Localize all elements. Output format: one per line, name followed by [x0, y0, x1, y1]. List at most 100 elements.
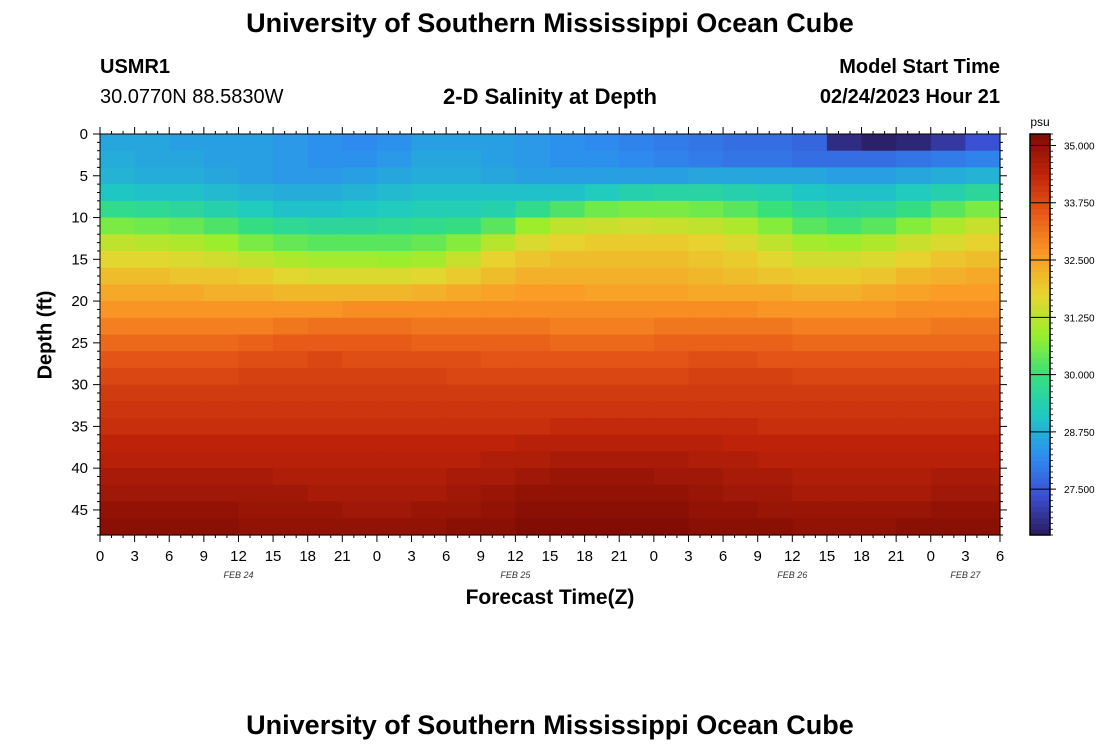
- heatmap-cell: [273, 434, 309, 453]
- heatmap-cell: [619, 367, 655, 386]
- heatmap-cell: [584, 401, 620, 419]
- heatmap-cell: [723, 184, 759, 202]
- heatmap-cell: [792, 284, 828, 302]
- heatmap-cell: [619, 317, 655, 336]
- heatmap-cell: [515, 434, 551, 453]
- heatmap-cell: [584, 334, 620, 352]
- heatmap-cell: [653, 351, 690, 369]
- heatmap-cell: [480, 468, 516, 486]
- heatmap-cell: [550, 284, 586, 302]
- heatmap-cell: [619, 418, 655, 436]
- heatmap-cell: [619, 184, 655, 202]
- colorbar-tick-label: 28.750: [1064, 428, 1095, 439]
- colorbar-segment: [1030, 311, 1050, 318]
- heatmap-cell: [376, 468, 413, 486]
- heatmap-cell: [515, 384, 551, 402]
- heatmap-cell: [342, 434, 378, 453]
- heatmap-cell: [826, 434, 863, 453]
- heatmap-cell: [757, 468, 793, 486]
- heatmap-cell: [515, 451, 551, 469]
- colorbar-segment: [1030, 345, 1050, 353]
- heatmap-cell: [826, 167, 863, 185]
- heatmap-cell: [688, 301, 724, 319]
- heatmap-cell: [723, 250, 759, 269]
- heatmap-cell: [169, 217, 205, 235]
- heatmap-cell: [273, 200, 309, 219]
- heatmap-cell: [792, 200, 828, 219]
- heatmap-cell: [238, 150, 274, 169]
- y-tick-label: 10: [71, 210, 88, 227]
- colorbar-segment: [1030, 323, 1050, 330]
- heatmap-cell: [550, 134, 586, 152]
- heatmap-cell: [134, 334, 170, 352]
- heatmap-cell: [688, 418, 724, 436]
- heatmap-cell: [688, 200, 724, 219]
- heatmap-cell: [203, 434, 240, 453]
- heatmap-cell: [238, 384, 274, 402]
- heatmap-cell: [896, 351, 932, 369]
- heatmap-cell: [653, 200, 690, 219]
- heatmap-cell: [688, 134, 724, 152]
- heatmap-cell: [411, 234, 447, 252]
- heatmap-cell: [584, 434, 620, 453]
- heatmap-cell: [757, 167, 793, 185]
- heatmap-cell: [238, 234, 274, 252]
- model-start-label: Model Start Time: [839, 56, 1000, 78]
- x-tick-label: 18: [853, 548, 870, 565]
- heatmap-cell: [480, 150, 516, 169]
- heatmap-cell: [169, 134, 205, 152]
- heatmap-cell: [757, 250, 793, 269]
- heatmap-cell: [861, 418, 897, 436]
- heatmap-cell: [515, 351, 551, 369]
- heatmap-cell: [376, 401, 413, 419]
- heatmap-cell: [446, 451, 482, 469]
- heatmap-cell: [792, 234, 828, 252]
- colorbar-segment: [1030, 500, 1050, 507]
- heatmap-cell: [688, 451, 724, 469]
- heatmap-cell: [792, 250, 828, 269]
- heatmap-cell: [861, 150, 897, 169]
- heatmap-cell: [792, 134, 828, 152]
- heatmap-cell: [757, 234, 793, 252]
- heatmap-cell: [653, 484, 690, 503]
- heatmap-cell: [826, 384, 863, 402]
- heatmap-cell: [100, 501, 136, 519]
- heatmap-cell: [619, 468, 655, 486]
- heatmap-cell: [273, 134, 309, 152]
- heatmap-cell: [203, 267, 240, 285]
- heatmap-cell: [619, 434, 655, 453]
- x-tick-label: 6: [442, 548, 450, 565]
- heatmap-cell: [238, 418, 274, 436]
- heatmap-cell: [723, 484, 759, 503]
- heatmap-cell: [376, 518, 413, 536]
- heatmap-cell: [688, 367, 724, 386]
- heatmap-cell: [100, 301, 136, 319]
- heatmap-cell: [307, 167, 343, 185]
- heatmap-cell: [965, 150, 1001, 169]
- heatmap-cell: [757, 217, 793, 235]
- heatmap-cell: [619, 250, 655, 269]
- heatmap-cell: [723, 134, 759, 152]
- heatmap-cell: [653, 401, 690, 419]
- colorbar-segment: [1030, 168, 1050, 175]
- heatmap-cell: [169, 267, 205, 285]
- heatmap-cell: [723, 434, 759, 453]
- heatmap-cell: [653, 451, 690, 469]
- heatmap-cell: [757, 451, 793, 469]
- heatmap-cell: [896, 401, 932, 419]
- heatmap-cell: [619, 451, 655, 469]
- heatmap-cell: [100, 334, 136, 352]
- heatmap-cell: [896, 367, 932, 386]
- colorbar-segment: [1030, 139, 1050, 146]
- heatmap-cell: [965, 317, 1001, 336]
- heatmap-cell: [446, 518, 482, 536]
- heatmap-cell: [584, 200, 620, 219]
- heatmap-cell: [342, 401, 378, 419]
- heatmap-cell: [584, 267, 620, 285]
- heatmap-cell: [134, 200, 170, 219]
- heatmap-cell: [411, 367, 447, 386]
- heatmap-cell: [238, 200, 274, 219]
- heatmap-cell: [480, 518, 516, 536]
- heatmap-cell: [169, 434, 205, 453]
- heatmap-cell: [930, 217, 966, 235]
